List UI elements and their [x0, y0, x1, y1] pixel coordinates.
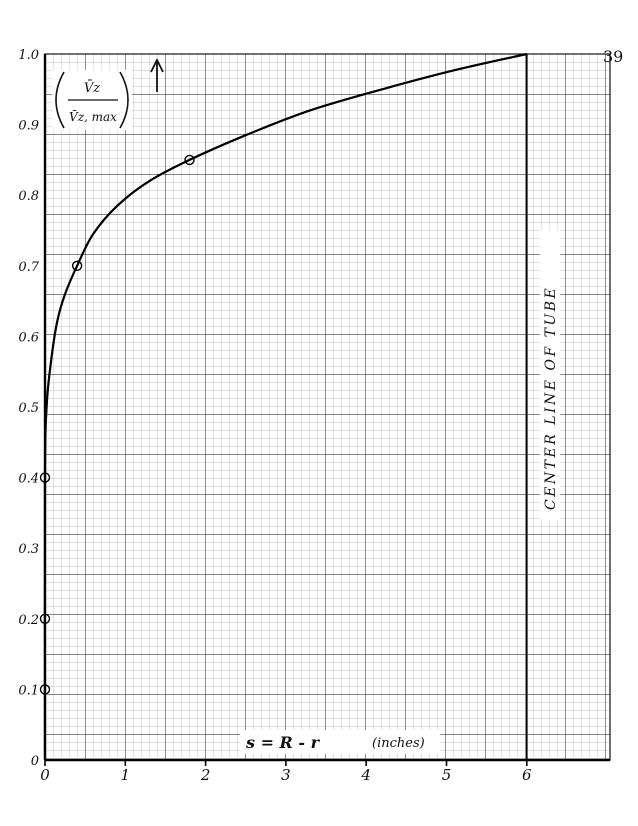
y-axis-label-numerator: V̄z [84, 80, 100, 96]
data-point-marker [39, 472, 51, 483]
y-axis-label: V̄z V̄z, max [52, 70, 132, 130]
x-axis-label-background [240, 730, 440, 754]
x-tick-label: 5 [442, 766, 452, 784]
center-line-label: CENTER LINE OF TUBE [543, 286, 559, 510]
y-tick-labels: 0 0.1 0.2 0.3 0.4 0.5 0.6 0.7 0.8 0.9 1.0 [18, 48, 39, 769]
y-tick-label: 0.5 [18, 401, 39, 416]
y-tick-label: 0.8 [18, 189, 39, 204]
y-tick-label: 0.3 [18, 542, 39, 557]
x-axis-label-variable: s = R - r [245, 733, 321, 752]
x-tick-label: 2 [200, 766, 211, 784]
y-tick-label: 0.9 [18, 119, 39, 134]
y-axis-label-denominator: V̄z, max [69, 109, 117, 124]
y-tick-label: 0.4 [18, 472, 39, 487]
left-paren [55, 71, 65, 129]
x-tick-label: 1 [121, 766, 131, 784]
major-grid [45, 54, 610, 760]
y-tick-label: 0.2 [18, 613, 39, 628]
y-tick-label: 0 [31, 754, 39, 769]
page-number: 39 [603, 47, 623, 66]
y-tick-label: 0.1 [18, 683, 39, 698]
center-line-label-background [540, 230, 560, 520]
up-arrow-icon [150, 57, 164, 92]
x-axis-label: s = R - r (inches) [240, 730, 440, 754]
x-tick-label: 4 [360, 766, 371, 784]
x-tick-labels: 0 1 2 3 4 5 6 [40, 766, 532, 784]
y-tick-label: 0.7 [18, 260, 39, 275]
data-point-marker [71, 260, 83, 271]
x-axis-label-units: (inches) [372, 736, 425, 751]
data-point-marker [39, 684, 51, 695]
data-markers [39, 154, 195, 695]
x-tick-label: 3 [281, 766, 291, 784]
velocity-curve [43, 52, 528, 761]
center-line-annotation: CENTER LINE OF TUBE [540, 230, 560, 520]
data-point-marker [39, 613, 51, 624]
data-point-marker [184, 154, 195, 166]
right-paren [119, 71, 129, 129]
velocity-curve-line [43, 52, 528, 761]
y-tick-label: 1.0 [18, 48, 39, 63]
x-tick-label: 6 [522, 766, 532, 784]
x-tick-label: 0 [40, 766, 50, 784]
graph-paper-grid [44, 53, 611, 761]
y-tick-label: 0.6 [18, 330, 39, 345]
